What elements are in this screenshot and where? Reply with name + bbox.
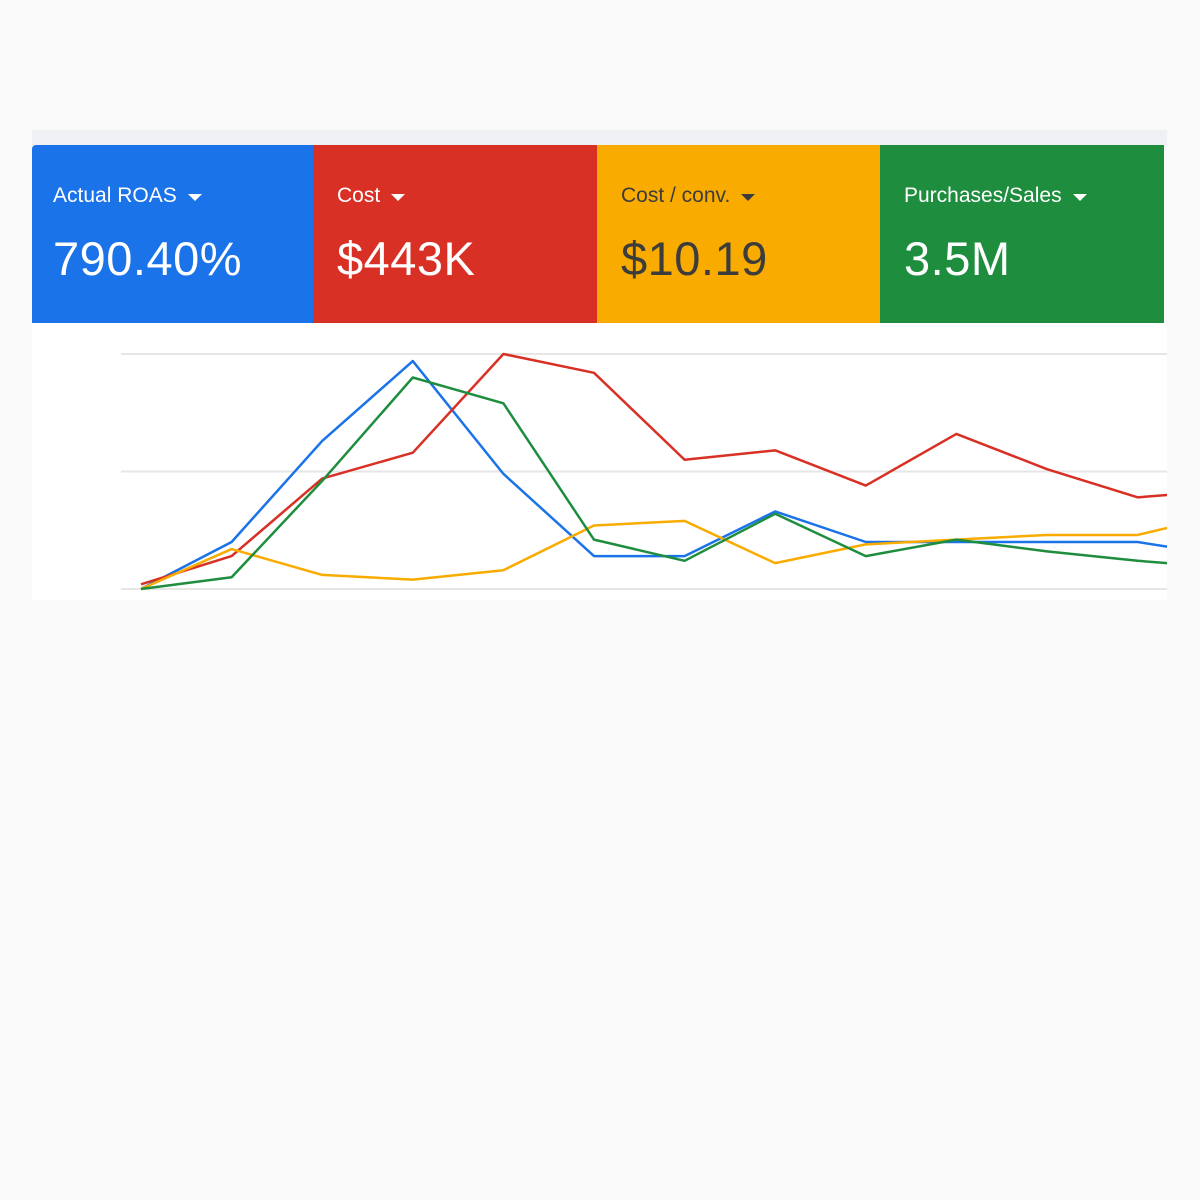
top-strip [32, 130, 1167, 145]
dropdown-caret-icon[interactable] [391, 194, 406, 201]
scorecard-label: Purchases/Sales [904, 184, 1062, 207]
scorecard-cost-per-conv[interactable]: Cost / conv. $10.19 [597, 145, 880, 323]
scorecard-value: $10.19 [621, 232, 768, 285]
dropdown-caret-icon[interactable] [741, 194, 756, 201]
scorecard-cost[interactable]: Cost $443K [313, 145, 597, 323]
scorecard-label-container[interactable]: Actual ROAS [53, 183, 313, 209]
dropdown-caret-icon[interactable] [1072, 194, 1087, 201]
series-line-cost-conv- [140, 519, 1167, 591]
scorecard-value: 3.5M [904, 232, 1011, 285]
series-line-actual-roas [140, 359, 1167, 591]
scorecard-label-container[interactable]: Cost [337, 183, 597, 209]
scorecard-value: $443K [337, 232, 476, 285]
scorecard-actual-roas[interactable]: Actual ROAS 790.40% [32, 145, 313, 323]
dropdown-caret-icon[interactable] [187, 194, 202, 201]
scorecard-label: Cost / conv. [621, 184, 731, 207]
scorecard-label-container[interactable]: Purchases/Sales [904, 183, 1164, 209]
scorecard-value: 790.40% [53, 232, 243, 285]
chart-svg [121, 352, 1167, 591]
scorecard-label: Actual ROAS [53, 184, 177, 207]
scorecard-purchases-sales[interactable]: Purchases/Sales 3.5M [880, 145, 1164, 323]
scorecard-label: Cost [337, 184, 381, 207]
scorecards: Actual ROAS 790.40% Cost $443K Cost / co… [32, 145, 1164, 323]
line-chart [32, 323, 1167, 600]
series-line-cost [140, 352, 1167, 586]
series-line-purchases-sales [140, 376, 1167, 591]
scorecard-label-container[interactable]: Cost / conv. [621, 183, 880, 209]
